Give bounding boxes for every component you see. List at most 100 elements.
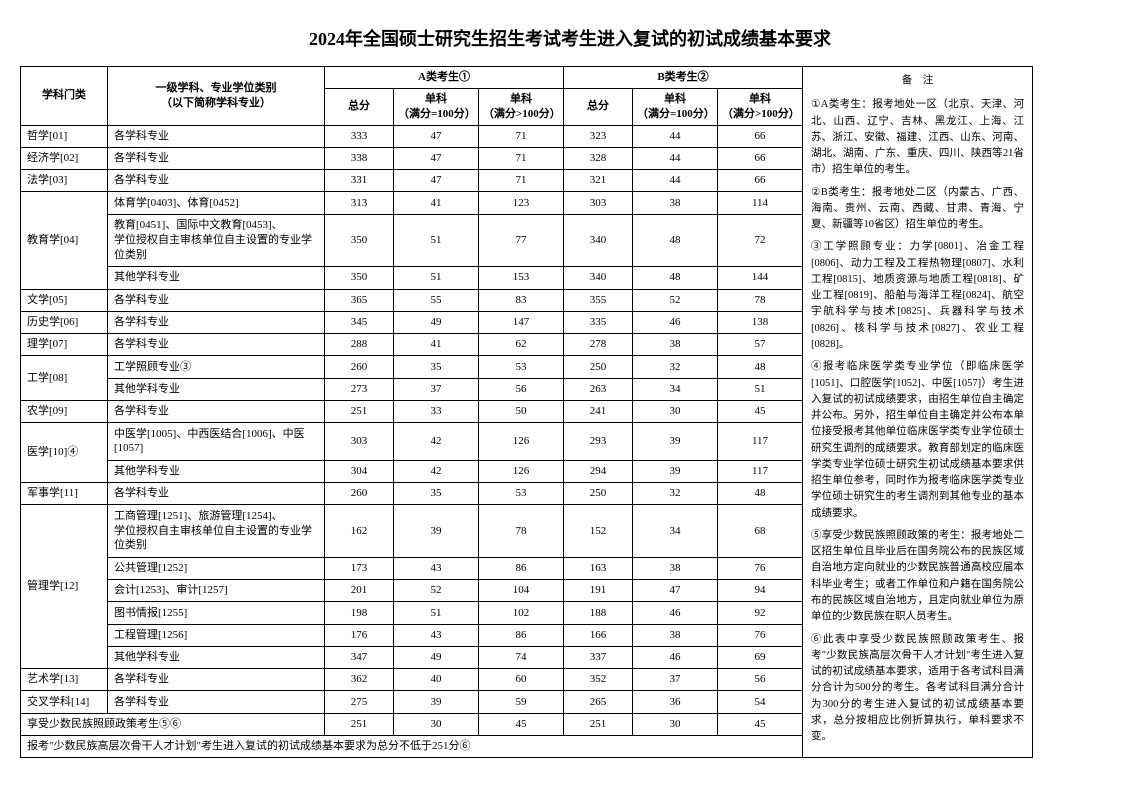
cell-a: 333	[325, 125, 394, 147]
cell-a: 39	[394, 505, 479, 558]
cell-b: 46	[633, 646, 718, 668]
cell-b: 38	[633, 557, 718, 579]
cell-b: 352	[564, 669, 633, 691]
note-paragraph: ③工学照顾专业：力学[0801]、冶金工程[0806]、动力工程及工程热物理[0…	[811, 239, 1024, 353]
cell-b: 38	[633, 192, 718, 214]
th-group-a: A类考生①	[325, 67, 564, 89]
row-major: 各学科专业	[108, 691, 325, 713]
cell-b: 39	[633, 460, 718, 482]
row-major: 工学照顾专业③	[108, 356, 325, 378]
row-major: 其他学科专业	[108, 267, 325, 289]
cell-a: 62	[479, 334, 564, 356]
row-major: 会计[1253]、审计[1257]	[108, 580, 325, 602]
cell-b: 335	[564, 311, 633, 333]
row-major: 中医学[1005]、中西医结合[1006]、中医[1057]	[108, 423, 325, 460]
cell-a: 198	[325, 602, 394, 624]
th-a-total: 总分	[325, 88, 394, 125]
cell-a: 53	[479, 356, 564, 378]
cell-b: 355	[564, 289, 633, 311]
cell-a: 55	[394, 289, 479, 311]
cell-a: 126	[479, 460, 564, 482]
cell-b: 52	[633, 289, 718, 311]
cell-a: 345	[325, 311, 394, 333]
row-major: 工程管理[1256]	[108, 624, 325, 646]
row-major: 各学科专业	[108, 125, 325, 147]
cell-b: 68	[718, 505, 803, 558]
cell-a: 260	[325, 356, 394, 378]
cell-b: 188	[564, 602, 633, 624]
table-row: 理学[07]各学科专业28841622783857	[21, 334, 803, 356]
cell-b: 328	[564, 147, 633, 169]
cell-a: 104	[479, 580, 564, 602]
cell-a: 86	[479, 624, 564, 646]
cell-b: 251	[564, 713, 633, 735]
cell-b: 76	[718, 557, 803, 579]
note-paragraph: ①A类考生：报考地处一区（北京、天津、河北、山西、辽宁、吉林、黑龙江、上海、江苏…	[811, 97, 1024, 178]
row-category-major: 享受少数民族照顾政策考生⑤⑥	[21, 713, 325, 735]
table-row: 会计[1253]、审计[1257]201521041914794	[21, 580, 803, 602]
row-major: 各学科专业	[108, 669, 325, 691]
cell-b: 117	[718, 460, 803, 482]
cell-b: 69	[718, 646, 803, 668]
note-paragraph: ⑥此表中享受少数民族照顾政策考生、报考"少数民族高层次骨干人才计划"考生进入复试…	[811, 632, 1024, 746]
cell-a: 47	[394, 170, 479, 192]
table-row: 其他学科专业27337562633451	[21, 378, 803, 400]
cell-b: 34	[633, 505, 718, 558]
table-row: 文学[05]各学科专业36555833555278	[21, 289, 803, 311]
cell-a: 35	[394, 356, 479, 378]
cell-a: 77	[479, 214, 564, 267]
cell-a: 83	[479, 289, 564, 311]
cell-b: 163	[564, 557, 633, 579]
cell-b: 57	[718, 334, 803, 356]
cell-b: 66	[718, 125, 803, 147]
score-table: 学科门类 一级学科、专业学位类别（以下简称学科专业） A类考生① B类考生② 总…	[20, 66, 803, 758]
cell-b: 39	[633, 423, 718, 460]
cell-b: 47	[633, 580, 718, 602]
table-row: 工学[08]工学照顾专业③26035532503248	[21, 356, 803, 378]
cell-a: 41	[394, 334, 479, 356]
cell-a: 51	[394, 602, 479, 624]
cell-b: 32	[633, 482, 718, 504]
cell-a: 126	[479, 423, 564, 460]
cell-b: 46	[633, 311, 718, 333]
row-major: 教育[0451]、国际中文教育[0453]、学位授权自主审核单位自主设置的专业学…	[108, 214, 325, 267]
cell-a: 251	[325, 713, 394, 735]
cell-b: 191	[564, 580, 633, 602]
th-group-b: B类考生②	[564, 67, 803, 89]
cell-a: 40	[394, 669, 479, 691]
cell-a: 43	[394, 624, 479, 646]
cell-b: 34	[633, 378, 718, 400]
cell-a: 350	[325, 267, 394, 289]
cell-b: 45	[718, 713, 803, 735]
cell-a: 251	[325, 400, 394, 422]
cell-b: 166	[564, 624, 633, 646]
table-row: 教育[0451]、国际中文教育[0453]、学位授权自主审核单位自主设置的专业学…	[21, 214, 803, 267]
th-b-subover: 单科（满分>100分）	[718, 88, 803, 125]
row-major: 体育学[0403]、体育[0452]	[108, 192, 325, 214]
cell-b: 94	[718, 580, 803, 602]
cell-a: 365	[325, 289, 394, 311]
row-major: 其他学科专业	[108, 460, 325, 482]
cell-b: 76	[718, 624, 803, 646]
cell-b: 72	[718, 214, 803, 267]
row-category: 艺术学[13]	[21, 669, 108, 691]
cell-b: 293	[564, 423, 633, 460]
cell-a: 47	[394, 125, 479, 147]
row-major: 图书情报[1255]	[108, 602, 325, 624]
cell-b: 114	[718, 192, 803, 214]
row-major: 其他学科专业	[108, 378, 325, 400]
table-row: 管理学[12]工商管理[1251]、旅游管理[1254]、学位授权自主审核单位自…	[21, 505, 803, 558]
cell-b: 51	[718, 378, 803, 400]
table-row: 其他学科专业3044212629439117	[21, 460, 803, 482]
table-row: 医学[10]④中医学[1005]、中西医结合[1006]、中医[1057]303…	[21, 423, 803, 460]
row-category: 农学[09]	[21, 400, 108, 422]
cell-a: 313	[325, 192, 394, 214]
cell-b: 241	[564, 400, 633, 422]
cell-a: 41	[394, 192, 479, 214]
table-row: 经济学[02]各学科专业33847713284466	[21, 147, 803, 169]
cell-b: 337	[564, 646, 633, 668]
th-major: 一级学科、专业学位类别（以下简称学科专业）	[108, 67, 325, 126]
cell-a: 74	[479, 646, 564, 668]
cell-b: 265	[564, 691, 633, 713]
cell-b: 117	[718, 423, 803, 460]
